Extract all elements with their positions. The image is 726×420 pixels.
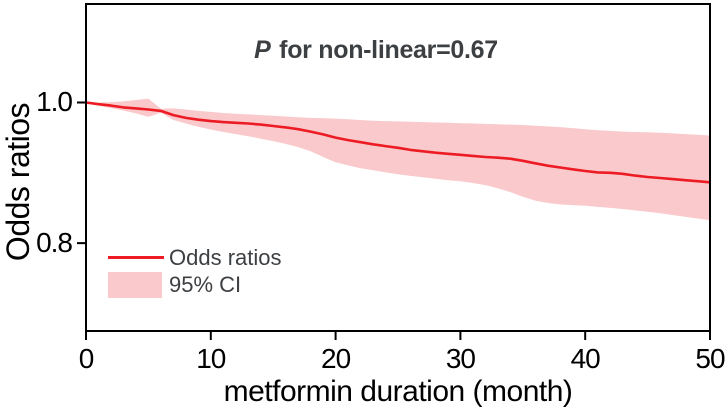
- p-symbol: P: [254, 36, 271, 64]
- y-tick-label: 0.8: [36, 227, 73, 259]
- p-annotation-text: for non-linear=0.67: [272, 36, 498, 64]
- plot-border: [85, 3, 711, 332]
- x-tick-label: 50: [695, 343, 725, 374]
- x-tick-label: 0: [78, 343, 95, 374]
- legend-line-swatch: [108, 256, 164, 259]
- x-tick-label: 40: [570, 343, 601, 374]
- legend-fill-swatch: [108, 272, 162, 298]
- x-axis-title: metformin duration (month): [223, 375, 573, 408]
- p-nonlinear-annotation: P for non-linear=0.67: [176, 36, 576, 65]
- y-tick-label: 1.0: [36, 86, 73, 118]
- ci-band: [86, 98, 710, 221]
- odds-ratio-line: [85, 101, 711, 184]
- y-axis-title: Odds ratios: [0, 102, 36, 262]
- axis-ticks: [77, 101, 711, 340]
- legend-label-95ci: 95% CI: [169, 272, 242, 297]
- x-tick-label: 10: [196, 343, 226, 374]
- x-tick-label: 20: [321, 343, 351, 374]
- x-tick-label: 30: [445, 343, 476, 374]
- legend-label-odds-ratios: Odds ratios: [169, 245, 282, 270]
